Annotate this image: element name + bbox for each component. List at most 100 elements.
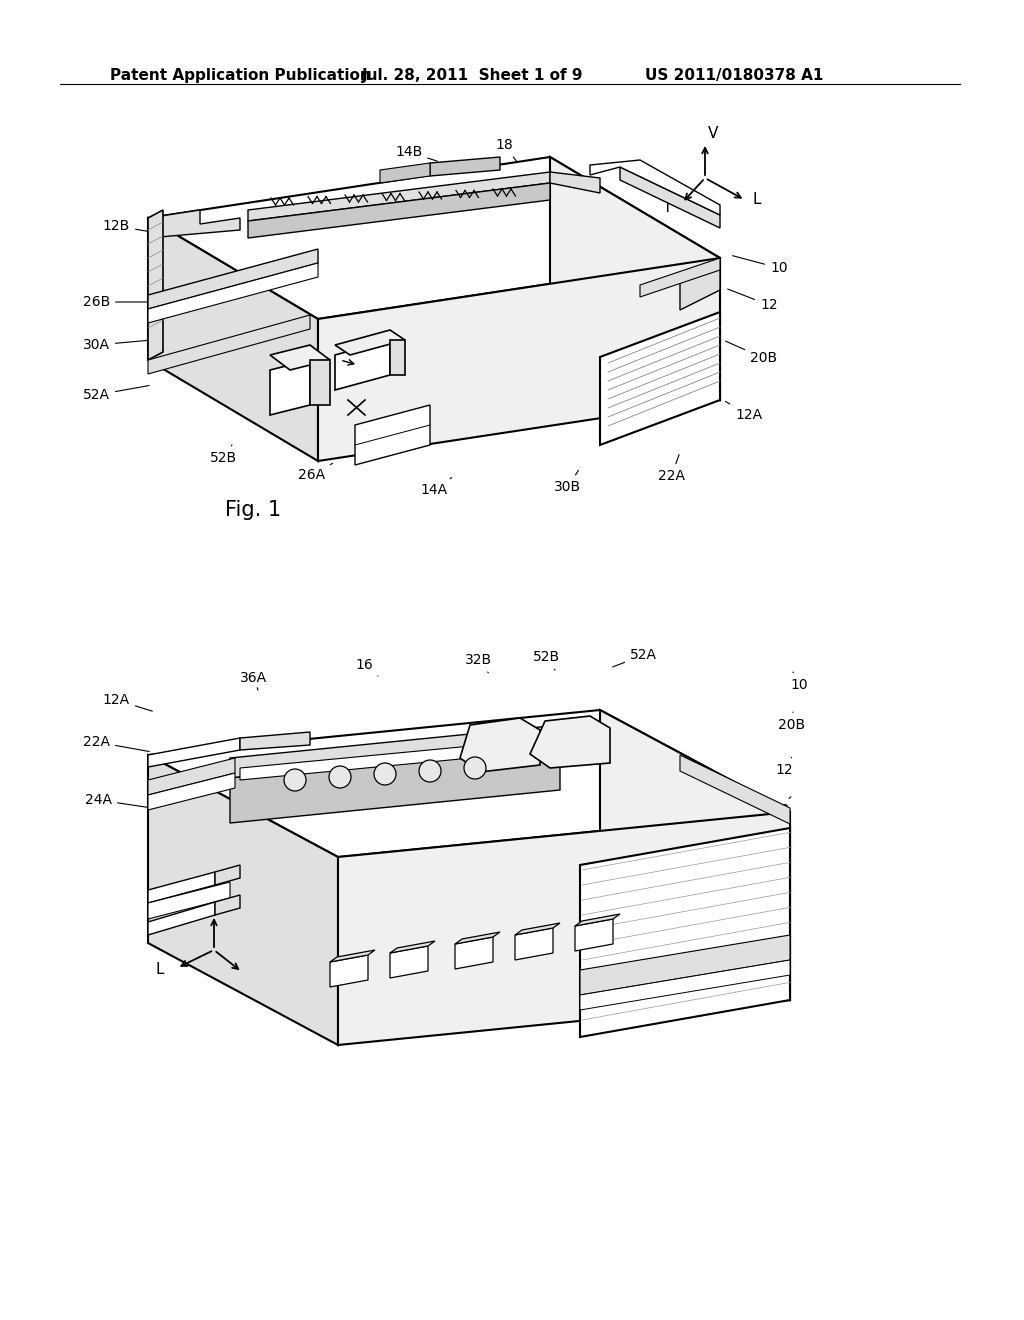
Polygon shape: [240, 733, 310, 750]
Text: 68A: 68A: [188, 869, 246, 884]
Polygon shape: [550, 157, 720, 400]
Polygon shape: [515, 928, 553, 960]
Polygon shape: [335, 341, 390, 389]
Text: T: T: [246, 970, 255, 986]
Text: 24B: 24B: [180, 840, 210, 855]
Polygon shape: [318, 257, 720, 461]
Text: 12B: 12B: [762, 797, 791, 817]
Polygon shape: [575, 919, 613, 950]
Text: V: V: [708, 125, 719, 140]
Polygon shape: [455, 932, 500, 944]
Polygon shape: [575, 913, 620, 927]
Polygon shape: [355, 405, 430, 465]
Polygon shape: [230, 725, 560, 777]
Text: 52A: 52A: [612, 648, 657, 667]
Polygon shape: [600, 312, 720, 445]
Circle shape: [284, 770, 306, 791]
Text: 22A: 22A: [658, 454, 685, 483]
Text: V: V: [217, 895, 227, 911]
Polygon shape: [335, 330, 406, 355]
Text: 20B: 20B: [726, 341, 777, 366]
Polygon shape: [148, 710, 790, 857]
Polygon shape: [590, 160, 720, 215]
Text: 14B: 14B: [395, 145, 437, 161]
Text: 30B: 30B: [554, 470, 582, 494]
Text: T: T: [663, 201, 672, 215]
Text: Jul. 28, 2011  Sheet 1 of 9: Jul. 28, 2011 Sheet 1 of 9: [362, 69, 584, 83]
Text: 12A: 12A: [725, 401, 762, 422]
Polygon shape: [148, 210, 163, 360]
Text: SA: SA: [288, 385, 302, 395]
Polygon shape: [640, 257, 720, 297]
Polygon shape: [580, 935, 790, 995]
Polygon shape: [310, 360, 330, 405]
Text: L: L: [156, 962, 164, 978]
Polygon shape: [515, 923, 560, 935]
Polygon shape: [148, 249, 318, 309]
Text: Patent Application Publication: Patent Application Publication: [110, 69, 371, 83]
Text: 14A: 14A: [420, 478, 452, 498]
Polygon shape: [215, 865, 240, 884]
Polygon shape: [148, 774, 234, 810]
Polygon shape: [148, 738, 240, 767]
Polygon shape: [460, 718, 540, 772]
Text: 26B: 26B: [83, 294, 150, 309]
Polygon shape: [148, 157, 720, 319]
Polygon shape: [390, 941, 435, 953]
Polygon shape: [680, 755, 790, 824]
Text: 52A: 52A: [83, 385, 150, 403]
Text: Fig. 2: Fig. 2: [285, 975, 341, 995]
Polygon shape: [148, 263, 318, 323]
Circle shape: [329, 766, 351, 788]
Text: 12: 12: [775, 758, 793, 777]
Text: L: L: [753, 193, 762, 207]
Text: 12: 12: [728, 289, 777, 312]
Text: 32B: 32B: [315, 890, 349, 907]
Polygon shape: [248, 172, 550, 220]
Text: 16: 16: [355, 657, 378, 676]
Polygon shape: [148, 882, 230, 919]
Polygon shape: [680, 257, 720, 310]
Text: 66: 66: [388, 902, 413, 917]
Text: SB: SB: [357, 358, 373, 368]
Text: 32B: 32B: [465, 653, 493, 673]
Polygon shape: [580, 828, 790, 1038]
Polygon shape: [248, 183, 550, 238]
Polygon shape: [390, 341, 406, 375]
Text: Fig. 1: Fig. 1: [225, 500, 282, 520]
Polygon shape: [550, 172, 600, 193]
Text: 68B: 68B: [510, 927, 538, 940]
Polygon shape: [430, 157, 500, 176]
Polygon shape: [230, 744, 560, 822]
Text: 22B: 22B: [672, 867, 699, 888]
Polygon shape: [148, 210, 240, 238]
Polygon shape: [148, 873, 215, 903]
Text: 26A: 26A: [298, 463, 333, 482]
Polygon shape: [270, 360, 310, 414]
Text: 10: 10: [790, 672, 808, 692]
Text: 22A: 22A: [83, 735, 150, 751]
Text: 10: 10: [733, 256, 787, 275]
Text: 52B: 52B: [532, 649, 560, 671]
Polygon shape: [338, 812, 790, 1045]
Polygon shape: [330, 954, 368, 987]
Circle shape: [374, 763, 396, 785]
Text: 28A: 28A: [302, 420, 344, 442]
Polygon shape: [455, 937, 493, 969]
Polygon shape: [148, 758, 234, 795]
Polygon shape: [380, 162, 430, 183]
Text: US 2011/0180378 A1: US 2011/0180378 A1: [645, 69, 823, 83]
Text: 52B: 52B: [210, 445, 238, 465]
Text: 20B: 20B: [778, 711, 805, 733]
Polygon shape: [580, 960, 790, 1010]
Text: 18: 18: [455, 902, 478, 919]
Polygon shape: [330, 950, 375, 962]
Text: 12A: 12A: [102, 693, 153, 711]
Polygon shape: [390, 946, 428, 978]
Polygon shape: [530, 715, 610, 768]
Polygon shape: [620, 168, 720, 228]
Text: 36A: 36A: [240, 671, 267, 690]
Circle shape: [419, 760, 441, 781]
Circle shape: [464, 756, 486, 779]
Polygon shape: [148, 902, 215, 935]
